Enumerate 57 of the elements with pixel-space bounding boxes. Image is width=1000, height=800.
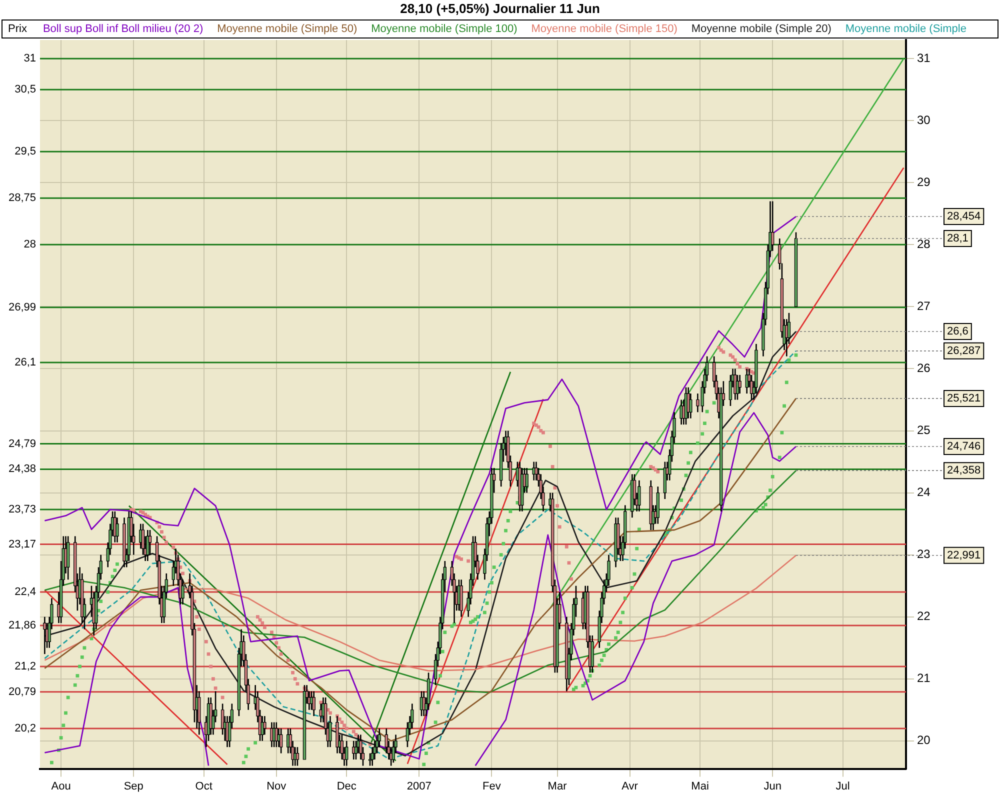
y-tick-label: 23 bbox=[917, 547, 931, 562]
ref-line-label: 26,1 bbox=[14, 356, 36, 369]
chart-title: 28,10 (+5,05%) Journalier 11 Jun bbox=[399, 0, 601, 18]
ref-line-label: 23,73 bbox=[8, 504, 36, 516]
y-tick-label: 27 bbox=[917, 299, 931, 314]
ref-line-label: 29,5 bbox=[14, 146, 36, 158]
annotation: 28,1 bbox=[947, 232, 968, 245]
annotation: 22,991 bbox=[947, 549, 981, 562]
annotation: 24,358 bbox=[947, 464, 981, 477]
text: Moyenne mobile (Simple 50) bbox=[217, 23, 358, 36]
y-tick-label: 25 bbox=[917, 423, 931, 438]
x-tick-label: Jul bbox=[836, 780, 850, 792]
x-tick-label: Sep bbox=[124, 780, 144, 792]
y-tick-label: 28 bbox=[917, 236, 931, 251]
ref-line-label: 28 bbox=[24, 238, 36, 251]
annotation: 26,6 bbox=[947, 326, 968, 338]
y-tick-label: 24 bbox=[917, 485, 931, 500]
ref-line-label: 28,75 bbox=[8, 192, 36, 204]
y-tick-label: 26 bbox=[917, 361, 931, 376]
ref-line-label: 20,2 bbox=[14, 722, 36, 735]
annotation: 25,521 bbox=[947, 392, 981, 404]
ref-line-label: 31 bbox=[24, 52, 36, 65]
x-tick-label: Mai bbox=[691, 780, 709, 792]
x-tick-label: Dec bbox=[336, 780, 357, 792]
ref-line-label: 24,38 bbox=[8, 463, 36, 476]
x-tick-label: Mar bbox=[548, 780, 568, 792]
ref-line-label: 30,5 bbox=[14, 84, 36, 96]
text: Moyenne mobile (Simple 100) bbox=[371, 23, 518, 36]
ref-line-label: 22,4 bbox=[14, 586, 36, 598]
x-tick-label: Aou bbox=[51, 780, 71, 792]
text: Boll sup Boll inf Boll milieu (20 2) bbox=[42, 23, 204, 36]
ref-line-label: 20,79 bbox=[8, 686, 36, 698]
ref-line-label: 23,17 bbox=[8, 538, 36, 550]
text: Moyenne mobile (Simple 150) bbox=[531, 23, 678, 36]
ref-line-label: 26,99 bbox=[8, 301, 36, 314]
annotation: 24,746 bbox=[947, 440, 981, 453]
ref-line-label: 21,86 bbox=[8, 620, 36, 632]
ref-line-label: 24,79 bbox=[8, 438, 36, 450]
y-axis-title: Prix bbox=[8, 23, 28, 36]
x-tick-label: 2007 bbox=[406, 780, 432, 792]
x-tick-label: Nov bbox=[266, 780, 287, 792]
x-tick-label: Oct bbox=[195, 780, 212, 792]
y-tick-label: 22 bbox=[917, 609, 931, 624]
annotation: 26,287 bbox=[947, 344, 981, 357]
y-tick-label: 31 bbox=[917, 50, 931, 65]
text: Moyenne mobile (Simple 20) bbox=[691, 23, 832, 36]
y-tick-label: 20 bbox=[917, 733, 931, 748]
y-tick-label: 29 bbox=[917, 174, 931, 189]
ref-line-label: 21,2 bbox=[14, 660, 36, 672]
x-tick-label: Avr bbox=[622, 780, 638, 792]
annotation: 28,454 bbox=[947, 210, 981, 223]
candlestick bbox=[614, 516, 618, 568]
x-tick-label: Fev bbox=[482, 780, 502, 792]
x-tick-label: Jun bbox=[764, 780, 782, 792]
y-tick-label: 30 bbox=[917, 112, 931, 127]
text: Moyenne mobile (Simple bbox=[845, 23, 966, 36]
y-tick-label: 21 bbox=[917, 671, 931, 686]
